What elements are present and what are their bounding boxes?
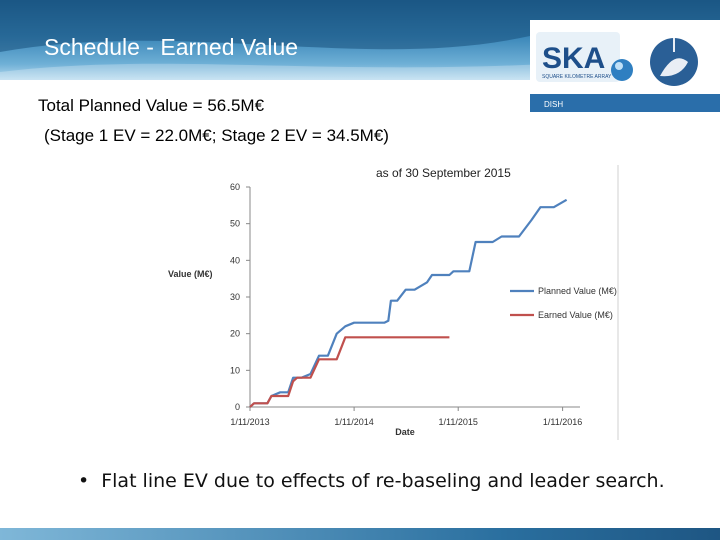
svg-text:SKA: SKA	[542, 42, 605, 75]
ska-logo: SKA SQUARE KILOMETRE ARRAY DISH	[530, 20, 720, 112]
y-tick-label: 30	[230, 292, 240, 302]
earned-value-chart: 0 10 20 30 40 50 60 1/11/2013 1/11/2014 1/11/2015…	[168, 165, 619, 440]
y-tick-label: 20	[230, 329, 240, 339]
y-tick-label: 50	[230, 219, 240, 229]
footer-bar	[0, 528, 720, 540]
bullet-text: Flat line EV due to effects of re-baseli…	[101, 470, 665, 492]
x-tick-label: 1/11/2015	[439, 417, 478, 427]
x-tick-label: 1/11/2013	[230, 417, 269, 427]
y-axis-label: Value (M€)	[168, 269, 213, 279]
total-planned-value-text: Total Planned Value = 56.5M€	[38, 96, 265, 115]
chart-subtitle: as of 30 September 2015	[376, 166, 511, 180]
svg-text:SQUARE KILOMETRE ARRAY: SQUARE KILOMETRE ARRAY	[542, 74, 612, 80]
legend-planned-value-label: Planned Value (M€)	[538, 286, 617, 296]
planned-value-line	[249, 198, 568, 408]
earned-value-line	[249, 336, 450, 408]
bullet-point: • Flat line EV due to effects of re-basel…	[78, 470, 665, 492]
svg-text:DISH: DISH	[544, 100, 563, 109]
y-tick-label: 40	[230, 255, 240, 265]
y-tick-label: 10	[230, 365, 240, 375]
y-tick-label: 0	[235, 402, 240, 412]
legend-earned-value-label: Earned Value (M€)	[538, 310, 613, 320]
slide-title: Schedule - Earned Value	[44, 34, 299, 60]
x-tick-label: 1/11/2016	[543, 417, 582, 427]
stage-ev-text: (Stage 1 EV = 22.0M€; Stage 2 EV = 34.5M…	[44, 126, 389, 145]
bullet-dot: •	[78, 470, 90, 492]
y-tick-label: 60	[230, 182, 240, 192]
x-axis-label: Date	[395, 427, 415, 437]
x-tick-label: 1/11/2014	[334, 417, 373, 427]
